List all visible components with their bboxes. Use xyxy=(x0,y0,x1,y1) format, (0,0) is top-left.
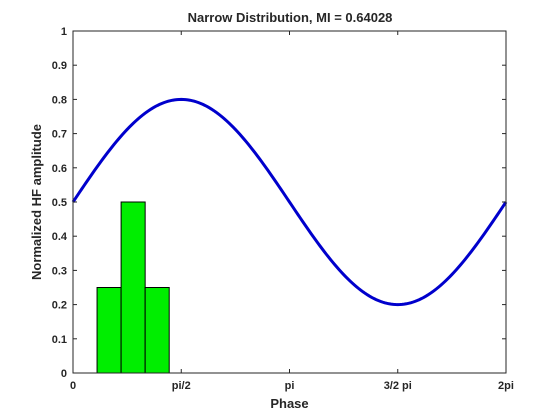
bar-1 xyxy=(96,287,122,374)
y-tick-label-7: 0.7 xyxy=(52,129,67,141)
x-tick-label-3: 3/2 pi xyxy=(384,380,412,392)
x-tick-label-0: 0 xyxy=(70,380,76,392)
y-tick-label-10: 1 xyxy=(61,26,67,38)
y-tick-label-9: 0.9 xyxy=(52,60,67,72)
x-tick-label-2: pi xyxy=(285,380,295,392)
y-axis-label: Normalized HF amplitude xyxy=(29,124,44,280)
bar-2 xyxy=(120,201,146,374)
y-tick-label-2: 0.2 xyxy=(52,300,67,312)
bar-3 xyxy=(144,287,170,374)
x-axis-label: Phase xyxy=(270,396,308,411)
chart-title: Narrow Distribution, MI = 0.64028 xyxy=(188,10,393,25)
y-tick-label-6: 0.6 xyxy=(52,163,67,175)
y-tick-label-0: 0 xyxy=(61,368,67,380)
x-tick-label-1: pi/2 xyxy=(172,380,191,392)
bar-series xyxy=(96,201,170,374)
sine-curve xyxy=(71,97,508,307)
y-tick-label-8: 0.8 xyxy=(52,94,67,106)
x-tick-label-4: 2pi xyxy=(498,380,514,392)
y-tick-label-5: 0.5 xyxy=(52,197,67,209)
y-tick-label-1: 0.1 xyxy=(52,334,67,346)
y-tick-label-3: 0.3 xyxy=(52,265,67,277)
x-axis: 0 pi/2 pi 3/2 pi 2pi xyxy=(70,31,514,392)
y-tick-label-4: 0.4 xyxy=(52,231,68,243)
y-axis: 0 0.1 0.2 0.3 0.4 0.5 0.6 0.7 0.8 0.9 1 xyxy=(52,26,506,380)
